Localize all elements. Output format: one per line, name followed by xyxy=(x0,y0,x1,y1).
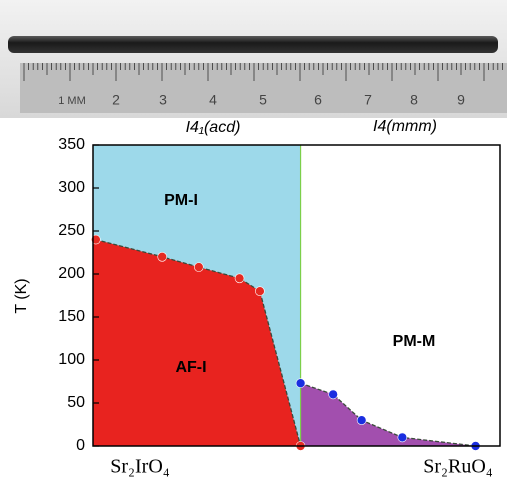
phase-label: I4(mmm) xyxy=(373,118,437,135)
ruler-label: 2 xyxy=(112,92,120,108)
ruler-label: 9 xyxy=(457,92,465,108)
data-point xyxy=(356,415,367,426)
boundary-line xyxy=(95,238,302,447)
y-tick-label: 50 xyxy=(67,394,85,411)
ruler-label: 7 xyxy=(364,92,372,108)
y-tick-label: 150 xyxy=(58,308,85,325)
data-point xyxy=(255,286,265,297)
ruler-label: 6 xyxy=(314,92,322,108)
region-label: AF-I xyxy=(175,359,206,376)
x-end-label: Sr₂IrO₄ xyxy=(110,456,170,478)
y-tick-label: 200 xyxy=(58,265,85,282)
y-tick-label: 300 xyxy=(58,179,85,196)
plot-frame xyxy=(92,144,501,447)
x-end-label: Sr₂RuO₄ xyxy=(423,456,493,478)
pm-m-low-region xyxy=(300,383,476,446)
ruler-label: 8 xyxy=(410,92,418,108)
ruler-label: 3 xyxy=(159,92,167,108)
data-point xyxy=(295,378,306,389)
ruler xyxy=(20,63,507,113)
data-point xyxy=(328,389,338,400)
region-label: PM-M xyxy=(393,333,436,350)
data-point xyxy=(397,432,408,443)
photo xyxy=(0,0,507,118)
crystal-rod xyxy=(8,36,498,53)
y-tick-label: 0 xyxy=(76,437,85,454)
y-tick-label: 250 xyxy=(58,222,85,239)
data-point xyxy=(157,251,167,262)
ruler-label: 1 MM xyxy=(58,95,86,107)
y-axis-label: T (K) xyxy=(13,278,30,313)
data-point xyxy=(194,262,204,272)
region-label: PM-I xyxy=(164,192,198,209)
ruler-label: 5 xyxy=(259,92,267,108)
y-tick-label: 100 xyxy=(58,351,85,368)
af-i-region xyxy=(93,239,301,446)
phase-label: I4₁(acd) xyxy=(186,119,241,136)
y-tick-label: 350 xyxy=(58,136,85,153)
ruler-ticks xyxy=(23,63,503,81)
data-point xyxy=(234,273,245,284)
ruler-label: 4 xyxy=(209,92,217,108)
